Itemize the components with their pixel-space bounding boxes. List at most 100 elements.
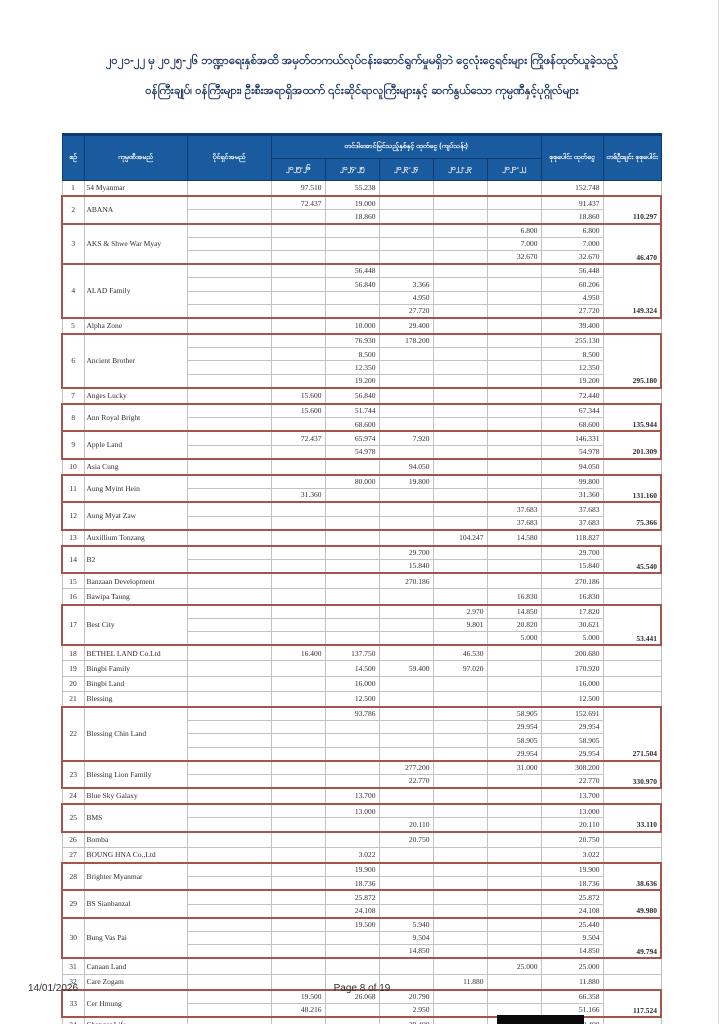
year-value: 12.500 [324,690,380,708]
header-total: စုစုပေါင်း ထုတ်ငွေ [540,134,604,181]
year-value [432,588,488,606]
year-value [378,706,434,722]
year-value: 104.247 [432,529,488,547]
year-value [432,430,488,446]
year-value: 16.830 [486,588,542,606]
year-value [378,617,434,633]
year-value [432,501,488,517]
year-value [270,444,326,460]
individual-total [602,180,662,197]
year-value: 19.500 [324,917,380,932]
company-group: 24 Blue Sky Galaxy 13.700 13.700 [61,787,662,805]
table-row: 9.801 20.820 30.621 [62,617,661,633]
page-edge-line [718,0,719,1024]
owner-cell [186,1002,272,1018]
owner-cell [186,403,272,419]
company-group: 27 BOUNG HNA Co.,Ltd 3.022 3.022 [61,846,662,864]
owner-cell [186,373,272,389]
year-value [324,1016,380,1024]
total-value: 11.880 [540,973,604,991]
year-value [486,180,542,197]
company-name: 54 Myanmar [83,180,188,197]
year-value [432,675,488,692]
total-value: 8.500 [540,347,604,362]
year-value [432,195,488,211]
row-number: 15 [61,572,85,590]
owner-cell [186,803,272,819]
year-value: 20.820 [486,617,542,633]
company-group-boxed: 2 ABANA 72.437 19.000 91.437 110.297 18.860 18.… [61,195,662,225]
table-row: 22 Blessing Chin Land 93.786 58.905 152.691 2… [61,706,662,762]
header-row-group: စဉ် ကုမ္ပဏီအမည် ပိုင်ရှင်အမည် တင်ဒါအောင်… [61,134,662,181]
table-header: စဉ် ကုမ္ပဏီအမည် ပိုင်ရှင်အမည် တင်ဒါအောင်… [61,134,662,181]
year-value: 56.448 [324,263,380,279]
year-value [378,501,434,517]
year-value [378,417,434,432]
owner-cell [186,862,272,878]
year-value: 14.850 [486,604,542,619]
year-value: 12.350 [324,360,380,375]
year-value [270,333,326,349]
year-value [432,223,488,238]
year-value: 277.200 [378,760,434,775]
total-value: 255.130 [540,333,604,349]
year-value [486,903,542,919]
row-number: 1 [61,180,85,197]
year-value [270,223,326,238]
year-value [378,846,434,864]
year-value [324,1002,380,1018]
header-year-2022-23: ၂၀၂၂-၂၃ [432,158,488,181]
year-value [270,817,326,833]
year-value [378,515,434,531]
year-value [324,501,380,517]
header-owner: ပိုင်ရှင်အမည် [186,134,272,181]
total-value: 15.840 [540,559,604,574]
year-value [324,831,380,848]
year-value: 10.000 [324,317,380,335]
year-value [432,1002,488,1018]
company-name: Auxillium Tonzang [83,529,188,547]
year-value: 14.850 [378,944,434,959]
year-value [432,290,488,305]
table-row: 8.500 8.500 [62,347,661,362]
owner-cell [186,604,272,619]
year-value [270,588,326,606]
total-value: 18.736 [540,876,604,891]
year-value [270,706,326,722]
year-value [486,474,542,490]
total-value: 27.720 [540,303,604,319]
year-value [432,474,488,490]
table-row: 4 ALAD Family 56.448 56.448 149.324 [61,263,662,319]
company-group: 15 Banzaan Development 270.186 270.186 [61,572,662,590]
company-name: Best City [83,604,188,646]
individual-total: 45.540 [602,545,662,574]
total-value: 58.905 [540,733,604,748]
company-group-boxed: 11 Aung Myint Hein 80.000 19.800 99.800 131.1… [61,474,662,503]
company-group: 19 Bingbi Family 14.500 59.400 97.020 170.920 [61,660,662,677]
company-group-boxed: 14 B2 29.700 29.700 45.540 15.840 15.840 [61,545,662,574]
year-value [486,846,542,864]
table-row: 28 Brighter Myanmar 19.900 19.900 38.636 [61,862,662,891]
total-value: 29.700 [540,545,604,561]
year-value: 5.940 [378,917,434,932]
year-value [486,387,542,405]
owner-cell [186,746,272,762]
table-row: 22.770 22.770 [62,773,661,789]
owner-cell [186,290,272,305]
year-value [486,660,542,677]
year-value: 72.437 [270,430,326,446]
owner-cell [186,773,272,789]
total-value: 12.500 [540,690,604,708]
year-value: 29.954 [486,746,542,762]
individual-total [602,846,662,864]
year-value [486,458,542,476]
year-value [432,277,488,292]
header-year-2024-25: ၂၀၂၄-၂၅ [324,158,380,181]
year-value [270,236,326,251]
redaction-block [497,1015,584,1024]
owner-cell [186,617,272,633]
year-value [270,1016,326,1024]
owner-cell [186,660,272,677]
owner-cell [186,889,272,905]
year-value [432,760,488,775]
